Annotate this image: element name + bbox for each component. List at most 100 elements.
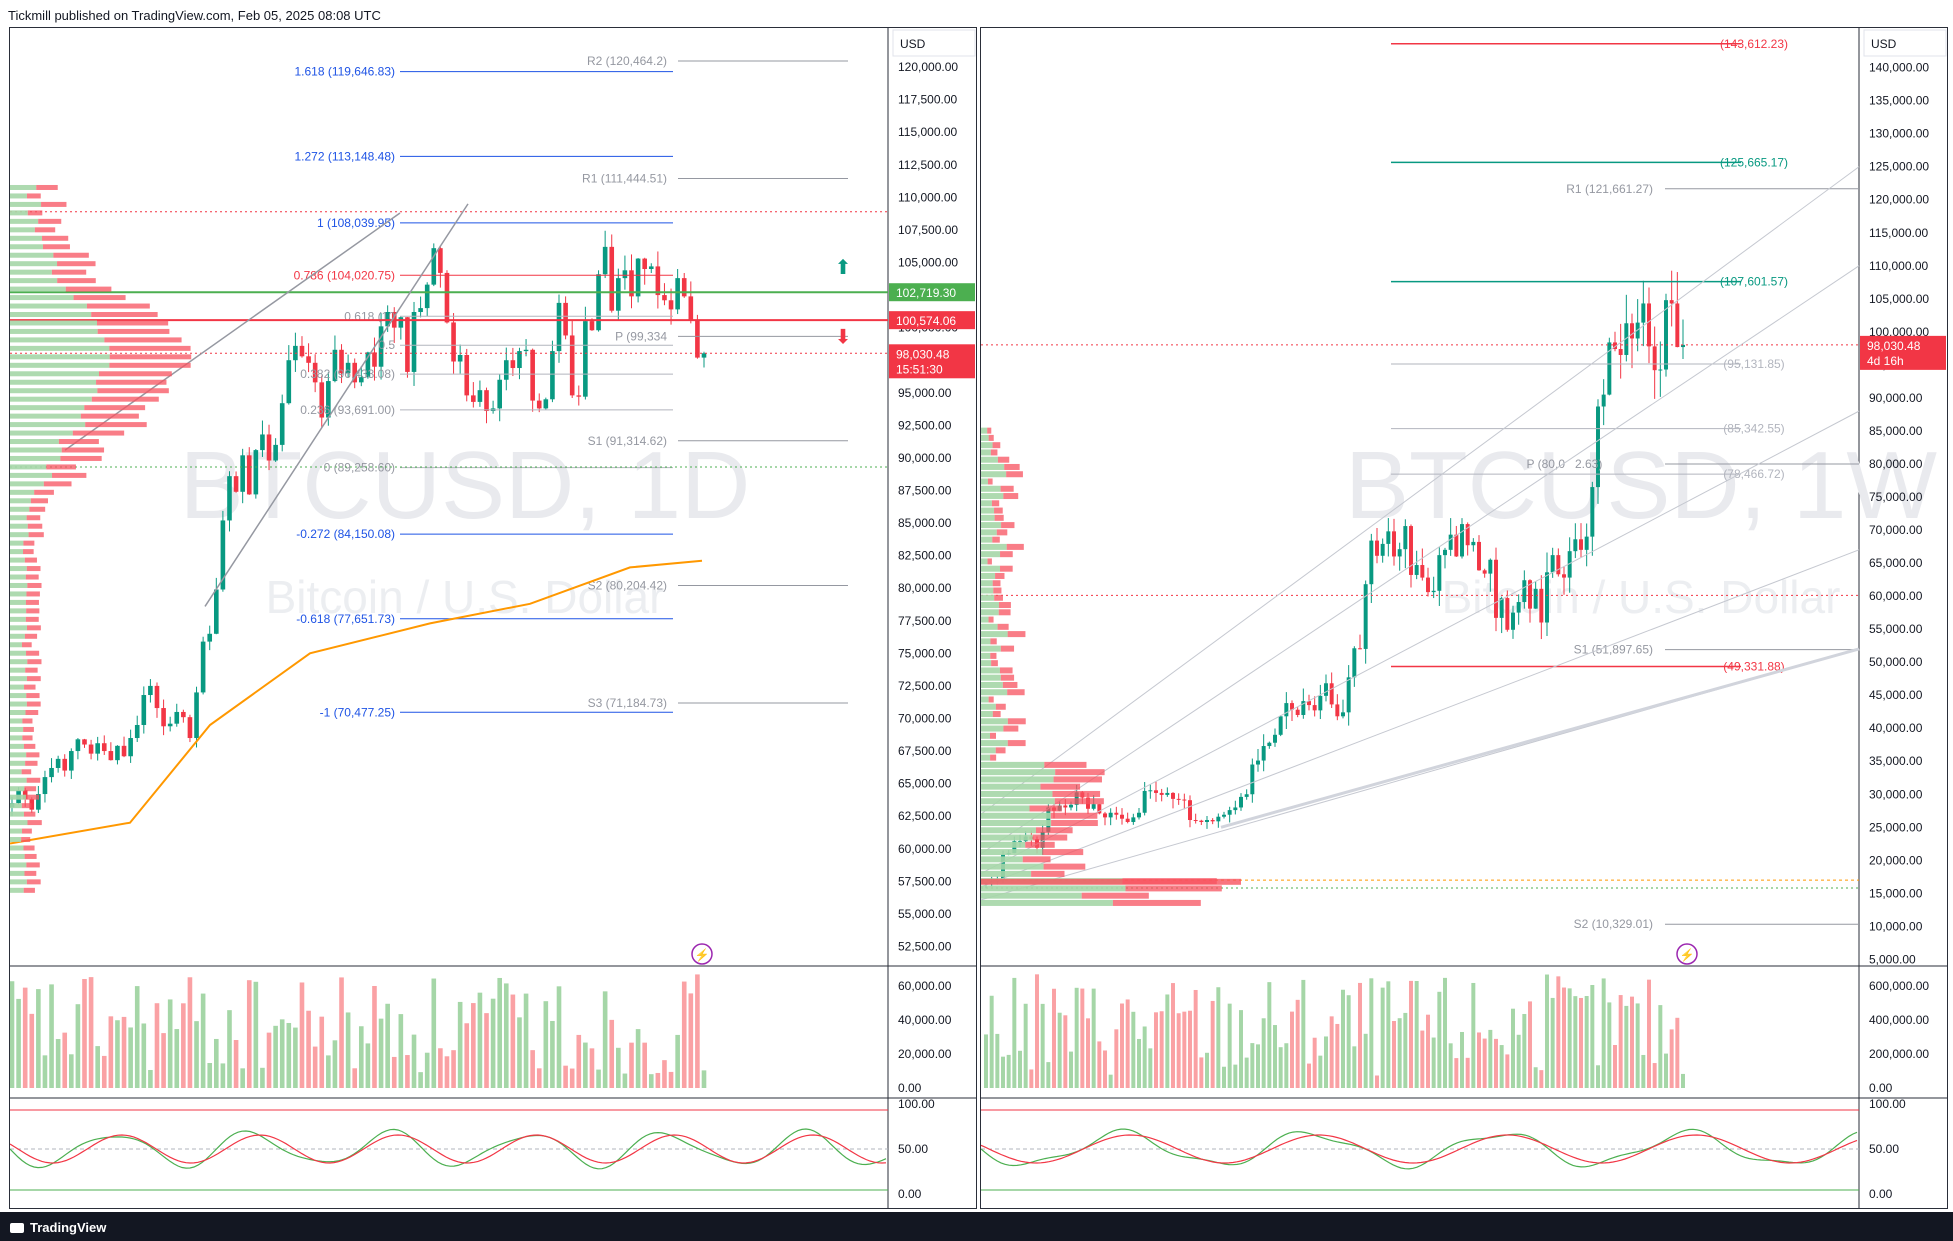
volume-profile-bar: [1007, 740, 1026, 747]
candle-body: [101, 743, 107, 752]
volume-tick-label: 600,000.00: [1869, 979, 1929, 993]
candle-body: [1454, 534, 1459, 557]
tradingview-logo[interactable]: TradingView: [10, 1220, 106, 1235]
volume-bar: [55, 1039, 61, 1088]
volume-bar: [648, 1074, 654, 1088]
candle-body: [1131, 817, 1136, 822]
candle-body: [82, 739, 87, 745]
volume-bar: [989, 995, 994, 1088]
volume-bar: [42, 1055, 48, 1088]
candle-body: [444, 272, 450, 323]
level-label: (107,601.57): [1720, 275, 1788, 289]
volume-profile-bar: [981, 609, 999, 616]
candle-body: [556, 302, 562, 352]
candle-body: [1216, 816, 1221, 822]
volume-bar: [306, 1010, 311, 1088]
volume-bar: [471, 1003, 476, 1088]
volume-bar: [497, 977, 503, 1088]
volume-profile-bar: [981, 769, 1056, 776]
price-badge-countdown: 4d 16h: [1867, 354, 1904, 368]
volume-profile-bar: [995, 747, 1006, 754]
volume-bar: [1567, 988, 1572, 1088]
fib-level-label: 0 (89,258.60): [324, 461, 395, 475]
arrow-down-icon: ⬇: [835, 326, 852, 348]
volume-bar: [1528, 1001, 1532, 1088]
channel-line: [981, 265, 1860, 855]
volume-profile-bar: [996, 529, 1008, 536]
volume-bar: [1516, 1034, 1521, 1088]
volume-bar: [1114, 1029, 1119, 1088]
volume-profile-bar: [27, 582, 42, 588]
volume-profile-bar: [10, 269, 52, 275]
volume-profile-bar: [981, 493, 1004, 500]
volume-profile-bar: [60, 455, 102, 461]
volume-bar: [1596, 1065, 1600, 1088]
volume-profile-bar: [26, 693, 40, 699]
volume-bar: [1171, 983, 1175, 1088]
volume-bar: [563, 1065, 568, 1088]
volume-bar: [1477, 1032, 1481, 1088]
channel-line: [981, 410, 1860, 874]
volume-profile-bar: [1000, 674, 1015, 681]
volume-profile-bar: [1000, 551, 1013, 558]
volume-bar: [662, 1060, 667, 1088]
volume-profile-bar: [10, 413, 81, 419]
candle-body: [1426, 577, 1430, 593]
candle-body: [42, 777, 48, 795]
candle-body: [36, 794, 41, 810]
volume-profile-bar: [981, 696, 989, 703]
volume-profile-bar: [1052, 790, 1101, 797]
candle-body: [622, 270, 628, 279]
volume-bar: [1403, 1012, 1408, 1088]
volume-bar: [95, 1046, 100, 1088]
volume-profile-bar: [10, 235, 43, 241]
candle-body: [1647, 303, 1651, 347]
volume-bar: [589, 1048, 595, 1088]
volume-profile-bar: [981, 841, 1026, 848]
volume-bar: [1573, 996, 1578, 1088]
volume-bar: [1488, 1029, 1493, 1088]
volume-bar: [69, 1054, 74, 1088]
volume-bar: [1454, 1058, 1459, 1088]
volume-bar: [457, 1001, 463, 1088]
volume-profile-bar: [52, 472, 87, 478]
volume-bar: [444, 1056, 450, 1088]
candle-body: [141, 695, 147, 725]
volume-profile-bar: [981, 536, 993, 543]
candle-body: [1063, 805, 1068, 808]
volume-profile-bar: [23, 540, 35, 546]
price-tick-label: 10,000.00: [1869, 919, 1923, 933]
volume-profile-bar: [10, 320, 97, 326]
footer-brand: TradingView: [30, 1220, 107, 1235]
volume-bar: [391, 1056, 397, 1088]
volume-profile-bar: [10, 498, 31, 504]
price-tick-label: 92,500.00: [898, 418, 952, 432]
volume-bar: [128, 1027, 133, 1088]
price-tick-label: 95,000.00: [898, 386, 952, 400]
volume-bar: [1103, 1050, 1107, 1088]
weekly-chart-panel[interactable]: BTCUSD, 1W Bitcoin / U.S. Dollar USD 140,00…: [980, 27, 1948, 1209]
daily-chart-panel[interactable]: BTCUSD, 1D Bitcoin / U.S. Dollar USD 120,00…: [9, 27, 977, 1209]
volume-profile-bar: [10, 794, 26, 800]
candle-body: [266, 434, 272, 461]
channel-line: [981, 166, 1860, 815]
volume-bar: [1029, 1069, 1034, 1088]
volume-profile-bar: [989, 732, 996, 739]
volume-profile-bar: [26, 591, 40, 597]
candle-body: [1664, 300, 1668, 370]
price-tick-label: 20,000.00: [1869, 853, 1923, 867]
volume-profile-bar: [10, 828, 23, 834]
volume-bar: [1142, 1026, 1147, 1088]
candle-body: [1431, 590, 1436, 593]
candle-body: [1188, 800, 1192, 821]
price-tick-label: 90,000.00: [1869, 391, 1923, 405]
volume-profile-bar: [26, 777, 41, 783]
stoch-tick-label: 50.00: [898, 1142, 928, 1156]
price-tick-label: 57,500.00: [898, 874, 952, 888]
fib-level-label: 1.272 (113,148.48): [294, 149, 395, 163]
volume-profile-bar: [10, 286, 66, 292]
volume-bar: [1154, 1012, 1158, 1088]
stoch-tick-label: 100.00: [898, 1097, 935, 1111]
